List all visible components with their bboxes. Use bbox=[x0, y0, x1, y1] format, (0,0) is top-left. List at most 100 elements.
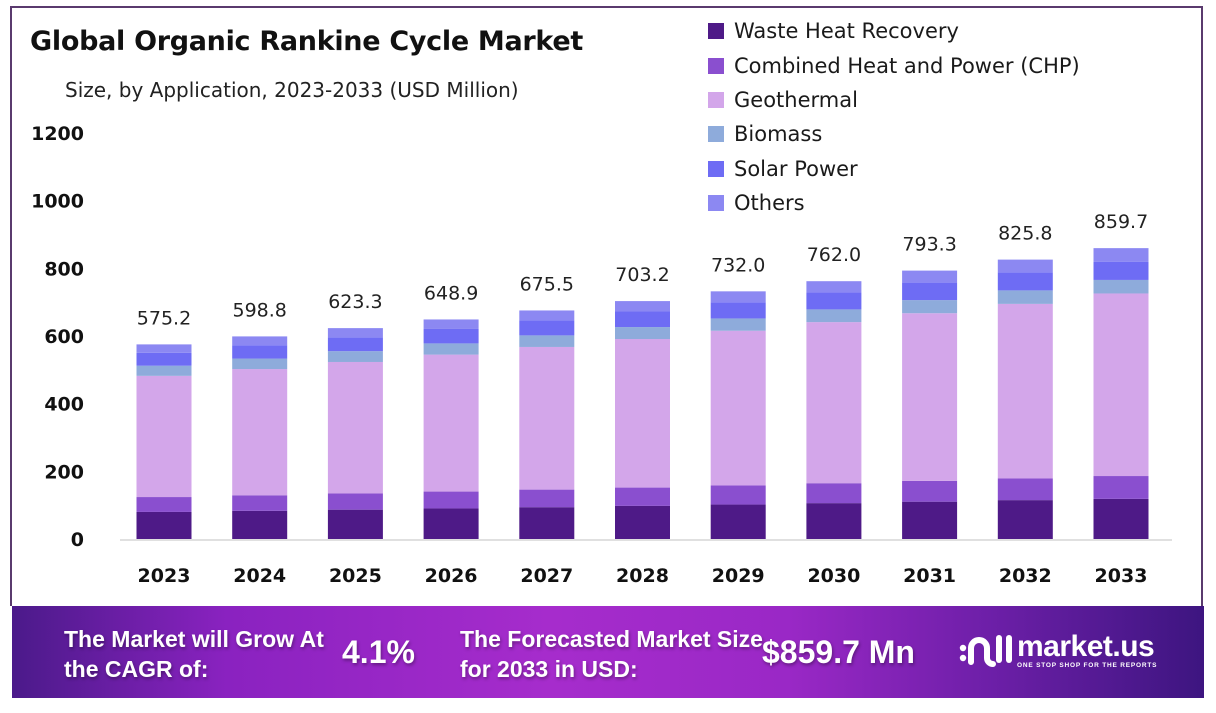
legend-item-solar-power: Solar Power bbox=[708, 152, 1080, 186]
legend-swatch bbox=[708, 23, 724, 40]
data-label-total-2030: 762.0 bbox=[807, 244, 861, 266]
bar-segment-combined-heat-and-power-chp-2032 bbox=[997, 478, 1053, 501]
bar-segment-others-2027 bbox=[519, 310, 575, 321]
bar-segment-combined-heat-and-power-chp-2026 bbox=[423, 491, 479, 509]
legend-item-geothermal: Geothermal bbox=[708, 83, 1080, 117]
bar-segment-biomass-2031 bbox=[902, 300, 958, 314]
cagr-value: 4.1% bbox=[342, 634, 415, 670]
data-label-total-2031: 793.3 bbox=[902, 234, 956, 256]
legend-item-chp: Combined Heat and Power (CHP) bbox=[708, 48, 1080, 82]
bar-segment-combined-heat-and-power-chp-2023 bbox=[136, 497, 192, 512]
data-label-total-2033: 859.7 bbox=[1094, 211, 1148, 233]
bar-segment-geothermal-2032 bbox=[997, 303, 1053, 479]
cagr-label: The Market will Grow At the CAGR of: bbox=[64, 626, 324, 682]
bar-segment-geothermal-2028 bbox=[615, 339, 670, 488]
bar-segment-solar-power-2028 bbox=[615, 311, 670, 328]
legend-swatch bbox=[708, 126, 724, 143]
legend-item-others: Others bbox=[708, 186, 1080, 220]
bar-segment-others-2033 bbox=[1093, 248, 1149, 262]
x-tick-label-2033: 2033 bbox=[1095, 565, 1148, 587]
legend-swatch bbox=[708, 195, 724, 212]
data-label-total-2024: 598.8 bbox=[232, 299, 286, 321]
data-label-total-2032: 825.8 bbox=[998, 223, 1052, 245]
data-label-total-2025: 623.3 bbox=[328, 291, 382, 313]
bar-segment-biomass-2023 bbox=[136, 365, 192, 376]
bar-segment-others-2026 bbox=[423, 319, 479, 329]
bar-segment-solar-power-2033 bbox=[1093, 261, 1149, 280]
bar-segment-geothermal-2024 bbox=[232, 369, 288, 496]
legend-label: Waste Heat Recovery bbox=[734, 19, 959, 44]
legend-swatch bbox=[708, 57, 724, 74]
legend-swatch bbox=[708, 160, 724, 177]
bar-segment-combined-heat-and-power-chp-2031 bbox=[902, 480, 958, 502]
forecast-label: The Forecasted Market Size for 2033 in U… bbox=[460, 626, 763, 682]
bar-segment-waste-heat-recovery-2028 bbox=[615, 505, 670, 539]
legend: Waste Heat Recovery Combined Heat and Po… bbox=[708, 14, 1080, 220]
bar-segment-biomass-2025 bbox=[327, 351, 383, 362]
bar-segment-solar-power-2027 bbox=[519, 320, 575, 336]
bar-segment-waste-heat-recovery-2031 bbox=[902, 501, 958, 539]
bar-segment-others-2031 bbox=[902, 270, 958, 283]
bar-segment-geothermal-2025 bbox=[327, 361, 383, 494]
bar-segment-geothermal-2033 bbox=[1093, 293, 1149, 477]
legend-item-biomass: Biomass bbox=[708, 117, 1080, 151]
bar-segment-others-2028 bbox=[615, 301, 670, 312]
bar-segment-solar-power-2030 bbox=[806, 292, 862, 310]
bar-segment-waste-heat-recovery-2026 bbox=[423, 508, 479, 539]
bar-segment-solar-power-2029 bbox=[710, 302, 766, 319]
data-label-total-2023: 575.2 bbox=[137, 307, 191, 329]
x-tick-label-2031: 2031 bbox=[903, 565, 956, 587]
x-tick-label-2032: 2032 bbox=[999, 565, 1052, 587]
bar-segment-combined-heat-and-power-chp-2028 bbox=[615, 487, 670, 506]
y-tick-label: 800 bbox=[44, 258, 84, 280]
bar-segment-biomass-2026 bbox=[423, 343, 479, 355]
x-tick-label-2029: 2029 bbox=[712, 565, 765, 587]
y-tick-label: 1200 bbox=[31, 123, 84, 145]
bar-segment-solar-power-2023 bbox=[136, 352, 192, 366]
y-tick-label: 200 bbox=[44, 461, 84, 483]
legend-label: Biomass bbox=[734, 122, 823, 147]
bar-segment-combined-heat-and-power-chp-2025 bbox=[327, 493, 383, 510]
bar-segment-biomass-2033 bbox=[1093, 279, 1149, 294]
brand-tagline: ONE STOP SHOP FOR THE REPORTS bbox=[1017, 661, 1158, 669]
bar-segment-combined-heat-and-power-chp-2027 bbox=[519, 489, 575, 508]
bar-segment-waste-heat-recovery-2029 bbox=[710, 504, 766, 539]
legend-swatch bbox=[708, 91, 724, 108]
chart-title: Global Organic Rankine Cycle Market bbox=[30, 26, 583, 57]
market-us-logo-icon bbox=[959, 635, 1012, 667]
y-tick-label: 400 bbox=[44, 394, 84, 416]
legend-label: Combined Heat and Power (CHP) bbox=[734, 53, 1080, 78]
bar-segment-geothermal-2027 bbox=[519, 346, 575, 490]
x-tick-label-2023: 2023 bbox=[138, 565, 191, 587]
data-label-total-2028: 703.2 bbox=[615, 264, 669, 286]
bar-segment-geothermal-2031 bbox=[902, 313, 958, 481]
bar-segment-others-2023 bbox=[136, 344, 192, 353]
bar-segment-others-2025 bbox=[327, 328, 383, 338]
bar-segment-combined-heat-and-power-chp-2033 bbox=[1093, 476, 1149, 499]
stacked-bar-chart: 0 200 400 600 800 1000 1200 575.2 2023 598.8 2024 6… bbox=[31, 123, 1172, 587]
bar-segment-biomass-2032 bbox=[997, 290, 1053, 304]
bar-segment-waste-heat-recovery-2033 bbox=[1093, 498, 1149, 539]
y-tick-label: 1000 bbox=[31, 191, 84, 213]
bar-segment-solar-power-2032 bbox=[997, 272, 1053, 291]
bar-segment-others-2024 bbox=[232, 336, 288, 346]
bar-segment-combined-heat-and-power-chp-2029 bbox=[710, 485, 766, 505]
y-tick-label: 600 bbox=[44, 326, 84, 348]
bar-segment-solar-power-2026 bbox=[423, 328, 479, 344]
legend-label: Others bbox=[734, 191, 805, 216]
bar-segment-waste-heat-recovery-2024 bbox=[232, 510, 288, 539]
bar-segment-biomass-2028 bbox=[615, 327, 670, 340]
forecast-value: $859.7 Mn bbox=[762, 634, 915, 670]
legend-label: Solar Power bbox=[734, 156, 858, 181]
legend-item-waste-heat-recovery: Waste Heat Recovery bbox=[708, 14, 1080, 48]
legend-label: Geothermal bbox=[734, 87, 858, 112]
x-tick-label-2027: 2027 bbox=[520, 565, 573, 587]
data-label-total-2029: 732.0 bbox=[711, 254, 765, 276]
bar-segment-solar-power-2024 bbox=[232, 345, 288, 359]
bar-segment-waste-heat-recovery-2032 bbox=[997, 500, 1053, 539]
bar-segment-biomass-2024 bbox=[232, 358, 288, 370]
summary-banner: The Market will Grow At the CAGR of: 4.1… bbox=[12, 606, 1204, 698]
y-tick-label: 0 bbox=[71, 529, 84, 551]
x-tick-label-2024: 2024 bbox=[233, 565, 286, 587]
bar-segment-waste-heat-recovery-2023 bbox=[136, 511, 192, 539]
